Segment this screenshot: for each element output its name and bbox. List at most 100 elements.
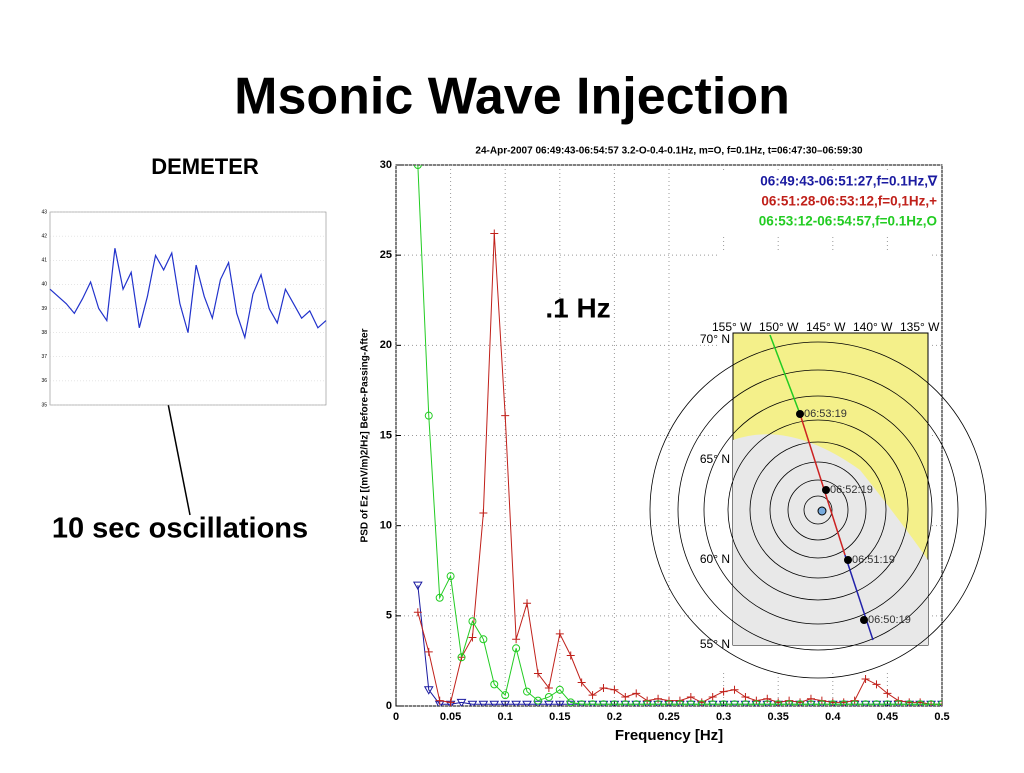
point xyxy=(785,700,794,706)
lat-label: 70° N xyxy=(700,332,730,346)
contour xyxy=(749,441,887,579)
lon-label: 150° W xyxy=(759,320,799,334)
point xyxy=(643,700,652,706)
point xyxy=(685,700,696,706)
x-tick-label: 0.25 xyxy=(658,711,679,723)
y-tick-label: 10 xyxy=(380,520,392,532)
y-tick-label: 40 xyxy=(41,282,47,288)
point xyxy=(740,700,751,706)
point xyxy=(533,696,542,705)
point xyxy=(850,700,859,706)
y-tick-label: 39 xyxy=(41,306,47,312)
point xyxy=(577,700,586,706)
point xyxy=(522,700,532,706)
x-tick-label: 0.1 xyxy=(498,711,513,723)
point xyxy=(894,700,903,706)
y-tick-label: 5 xyxy=(386,610,392,622)
lat-label: 55° N xyxy=(700,637,730,651)
legend-box xyxy=(700,170,940,234)
y-axis-label: PSD of Ez [(mV/m)2/Hz] Before-Passing-Af… xyxy=(360,328,371,542)
point xyxy=(587,700,598,706)
point xyxy=(523,687,532,696)
point xyxy=(489,700,500,706)
contour xyxy=(677,369,959,651)
point xyxy=(763,694,772,703)
contour xyxy=(727,419,909,601)
y-tick-label: 25 xyxy=(380,249,392,261)
point xyxy=(512,635,521,644)
point xyxy=(665,700,673,706)
point xyxy=(446,698,455,706)
point xyxy=(718,700,729,706)
point xyxy=(468,617,477,626)
point xyxy=(741,700,750,706)
point xyxy=(512,644,521,653)
point xyxy=(500,700,511,706)
left-label: DEMETER xyxy=(151,154,259,179)
legend-entry: 06:49:43-06:51:27,f=0.1Hz,∇ xyxy=(760,174,938,189)
chart-title: 24-Apr-2007 06:49:43-06:54:57 3.2-O-0.4-… xyxy=(475,146,863,157)
point xyxy=(872,680,881,689)
point xyxy=(599,683,608,692)
point xyxy=(554,700,565,706)
contour xyxy=(703,395,933,625)
point xyxy=(621,692,630,701)
point xyxy=(806,694,815,703)
point xyxy=(490,680,499,689)
point xyxy=(697,700,706,706)
time-label: 06:50:19 xyxy=(868,614,911,626)
point xyxy=(544,692,553,701)
point xyxy=(719,687,728,696)
point xyxy=(719,700,728,706)
point xyxy=(565,700,576,706)
point xyxy=(413,608,422,617)
annotation: 10 sec oscillations xyxy=(52,513,308,545)
point xyxy=(610,685,619,694)
y-tick-label: 42 xyxy=(41,233,47,239)
point xyxy=(686,700,695,706)
contour xyxy=(769,461,867,559)
point xyxy=(479,509,488,518)
point xyxy=(752,700,761,706)
lon-label: 155° W xyxy=(712,320,752,334)
point xyxy=(413,165,422,169)
y-tick-label: 30 xyxy=(380,159,392,171)
point xyxy=(457,653,466,662)
lon-label: 135° W xyxy=(900,320,940,334)
point xyxy=(817,700,826,706)
point xyxy=(632,700,641,706)
point xyxy=(511,700,521,706)
point xyxy=(686,692,695,701)
x-tick-label: 0.45 xyxy=(877,711,898,723)
x-tick-label: 0.3 xyxy=(716,711,731,723)
y-tick-label: 41 xyxy=(41,258,47,264)
x-tick-label: 0.4 xyxy=(825,711,841,723)
track xyxy=(769,334,801,415)
point xyxy=(598,700,609,706)
x-axis-label: Frequency [Hz] xyxy=(615,727,723,744)
small-chart: 35 36 37 38 39 40 41 42 43 xyxy=(41,209,327,408)
y-tick-label: 15 xyxy=(380,429,392,441)
y-tick-label: 36 xyxy=(41,378,47,384)
point xyxy=(675,700,684,706)
lat-label: 65° N xyxy=(700,452,730,466)
point xyxy=(654,700,663,706)
point xyxy=(828,700,837,706)
point xyxy=(490,229,499,238)
time-point xyxy=(822,486,830,494)
point xyxy=(632,689,641,698)
point xyxy=(741,692,750,701)
point xyxy=(501,411,510,420)
series-line xyxy=(49,248,327,340)
point xyxy=(621,700,630,706)
point xyxy=(501,691,510,700)
x-tick-label: 0.15 xyxy=(549,711,570,723)
point xyxy=(424,647,433,656)
point xyxy=(555,629,564,638)
point xyxy=(774,700,783,706)
point xyxy=(860,700,871,706)
plot-lines xyxy=(412,165,942,706)
point xyxy=(599,700,608,706)
center xyxy=(817,506,827,516)
